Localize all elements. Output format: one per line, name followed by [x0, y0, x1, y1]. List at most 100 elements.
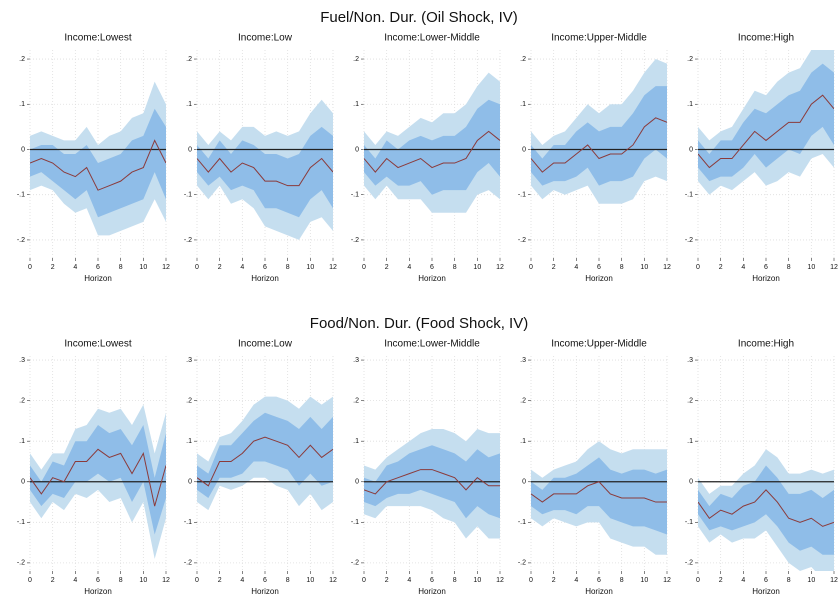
x-tick-label: 12 [162, 264, 170, 271]
response-line [698, 94, 834, 169]
x-tick-label: 8 [620, 577, 624, 584]
y-tick-label: -.1 [351, 519, 359, 526]
panel-title: Income:Low [238, 33, 293, 44]
y-tick-label: .1 [687, 101, 693, 108]
x-tick-label: 2 [719, 264, 723, 271]
plot-area [531, 441, 667, 555]
y-tick-label: 0 [355, 146, 359, 153]
y-tick-label: -.2 [17, 560, 25, 567]
x-tick-label: 10 [139, 264, 147, 271]
y-tick-label: .2 [19, 397, 25, 404]
x-tick-label: 12 [663, 577, 671, 584]
panel: Income:High -.2 -.1 0 .1 .2 .3 0 2 4 6 8 10 12 Horizon [685, 339, 838, 596]
y-tick-label: .2 [520, 397, 526, 404]
confidence-band [698, 63, 834, 182]
confidence-band [30, 424, 166, 535]
x-tick-label: 6 [430, 577, 434, 584]
panel: Income:Lower-Middle -.2 -.1 0 .1 .2 0 2 4 6 8 10 12 H… [351, 33, 504, 283]
x-tick-label: 0 [696, 264, 700, 271]
y-tick-label: .2 [353, 397, 359, 404]
x-tick-label: 0 [362, 264, 366, 271]
panel: Income:Upper-Middle -.2 -.1 0 .1 .2 .3 0 2 4 6 8 10 1… [518, 339, 671, 596]
panel: Income:Lowest -.2 -.1 0 .1 .2 0 2 4 6 8 10 12 Horizon [17, 33, 170, 283]
panel: Income:Lowest -.2 -.1 0 .1 .2 .3 0 2 4 6 8 10 12 Horiz… [17, 339, 170, 596]
x-tick-label: 6 [764, 264, 768, 271]
plot-area [197, 99, 333, 240]
x-tick-label: 10 [640, 577, 648, 584]
x-tick-label: 12 [496, 577, 504, 584]
x-tick-label: 12 [329, 577, 337, 584]
y-tick-label: .1 [353, 101, 359, 108]
y-tick-label: -.2 [685, 560, 693, 567]
x-tick-label: 12 [329, 264, 337, 271]
x-axis-label: Horizon [84, 274, 112, 283]
x-tick-label: 8 [453, 577, 457, 584]
y-tick-label: .2 [520, 56, 526, 63]
confidence-band [531, 457, 667, 535]
x-tick-label: 10 [640, 264, 648, 271]
x-tick-label: 10 [473, 577, 481, 584]
x-tick-label: 12 [663, 264, 671, 271]
panel-title: Income:Lower-Middle [384, 33, 480, 44]
x-tick-label: 12 [496, 264, 504, 271]
y-tick-label: 0 [689, 146, 693, 153]
y-tick-label: .2 [186, 56, 192, 63]
y-tick-label: -.1 [518, 519, 526, 526]
x-tick-label: 0 [529, 577, 533, 584]
x-tick-label: 10 [807, 264, 815, 271]
plot-area [30, 81, 166, 236]
y-tick-label: -.1 [184, 192, 192, 199]
confidence-band [30, 108, 166, 218]
group-title: Fuel/Non. Dur. (Oil Shock, IV) [320, 9, 518, 26]
x-tick-label: 8 [453, 264, 457, 271]
x-tick-label: 6 [597, 577, 601, 584]
y-tick-label: 0 [689, 479, 693, 486]
panel: Income:Upper-Middle -.2 -.1 0 .1 .2 0 2 4 6 8 10 12 H… [518, 33, 671, 283]
confidence-band [364, 99, 500, 195]
x-tick-label: 2 [218, 577, 222, 584]
panel-title: Income:Low [238, 339, 293, 350]
x-axis-label: Horizon [752, 587, 780, 596]
y-tick-label: 0 [21, 146, 25, 153]
plot-area [698, 50, 834, 195]
plot-area [197, 396, 333, 511]
y-tick-label: -.1 [685, 192, 693, 199]
x-tick-label: 8 [286, 577, 290, 584]
plot-area [698, 449, 834, 571]
x-tick-label: 0 [28, 264, 32, 271]
y-tick-label: .2 [687, 397, 693, 404]
x-tick-label: 10 [139, 577, 147, 584]
y-tick-label: .2 [687, 56, 693, 63]
x-tick-label: 4 [407, 264, 411, 271]
y-tick-label: 0 [188, 146, 192, 153]
x-tick-label: 4 [240, 577, 244, 584]
x-tick-label: 8 [119, 264, 123, 271]
x-tick-label: 6 [263, 264, 267, 271]
y-tick-label: 0 [188, 479, 192, 486]
x-tick-label: 6 [597, 264, 601, 271]
x-tick-label: 0 [362, 577, 366, 584]
x-axis-label: Horizon [585, 587, 613, 596]
x-tick-label: 2 [51, 264, 55, 271]
confidence-band [197, 412, 333, 498]
y-tick-label: .1 [19, 438, 25, 445]
x-axis-label: Horizon [251, 587, 279, 596]
response-line [30, 139, 166, 191]
x-tick-label: 6 [430, 264, 434, 271]
x-tick-label: 4 [240, 264, 244, 271]
y-tick-label: -.1 [17, 519, 25, 526]
y-tick-label: -.2 [685, 237, 693, 244]
panel-title: Income:Upper-Middle [551, 33, 647, 44]
x-tick-label: 0 [195, 577, 199, 584]
x-tick-label: 2 [385, 264, 389, 271]
x-tick-label: 2 [218, 264, 222, 271]
x-tick-label: 6 [96, 264, 100, 271]
x-tick-label: 6 [263, 577, 267, 584]
y-tick-label: .3 [520, 357, 526, 364]
y-tick-label: .1 [687, 438, 693, 445]
plot-area [531, 59, 667, 204]
confidence-band [531, 86, 667, 186]
x-tick-label: 10 [306, 577, 314, 584]
y-tick-label: -.1 [685, 519, 693, 526]
y-tick-label: -.2 [351, 560, 359, 567]
